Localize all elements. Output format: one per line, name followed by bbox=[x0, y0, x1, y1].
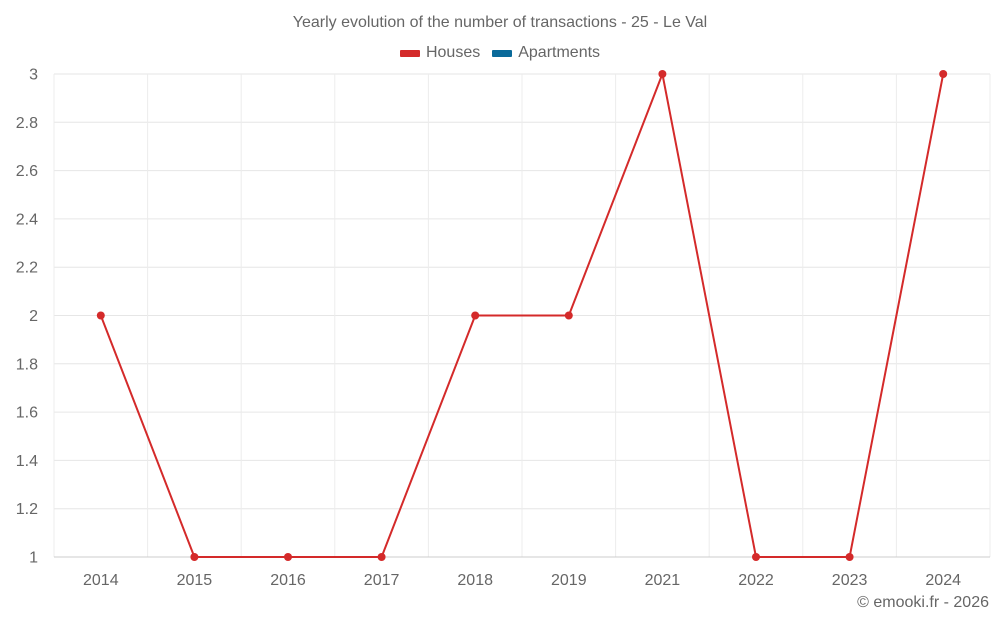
legend-label-apartments: Apartments bbox=[518, 44, 601, 61]
data-point-houses[interactable] bbox=[284, 553, 292, 561]
y-tick-label: 2 bbox=[29, 308, 38, 325]
legend-swatch-apartments bbox=[492, 49, 513, 57]
series-layer bbox=[96, 70, 948, 561]
data-point-houses[interactable] bbox=[471, 311, 480, 320]
y-tick-label: 2.4 bbox=[16, 211, 38, 228]
x-tick-label: 2017 bbox=[364, 572, 400, 589]
legend-swatch-houses bbox=[399, 49, 420, 57]
y-tick-label: 1 bbox=[29, 550, 38, 567]
x-tick-label: 2018 bbox=[457, 572, 493, 589]
y-tick-label: 2.6 bbox=[16, 163, 38, 180]
data-point-houses[interactable] bbox=[845, 553, 854, 561]
x-tick-label: 2022 bbox=[738, 572, 774, 589]
y-tick-label: 1.4 bbox=[16, 453, 38, 470]
data-point-houses[interactable] bbox=[190, 553, 199, 561]
x-tick-label: 2021 bbox=[645, 572, 681, 589]
legend-label-houses: Houses bbox=[425, 44, 481, 61]
legend: Houses Apartments bbox=[0, 44, 1000, 62]
x-tick-label: 2014 bbox=[83, 572, 119, 589]
y-tick-label: 3 bbox=[29, 67, 38, 84]
x-tick-label: 2015 bbox=[177, 572, 213, 589]
data-point-houses[interactable] bbox=[752, 553, 760, 561]
legend-item-apartments[interactable]: Apartments bbox=[492, 44, 600, 62]
y-tick-label: 1.8 bbox=[16, 356, 38, 373]
data-point-houses[interactable] bbox=[939, 70, 948, 78]
series-line-houses bbox=[99, 73, 945, 558]
chart-title: Yearly evolution of the number of transa… bbox=[292, 14, 708, 31]
legend-item-houses[interactable]: Houses bbox=[399, 44, 481, 62]
credits[interactable]: © emooki.fr - 2026 bbox=[857, 594, 989, 611]
data-point-houses[interactable] bbox=[564, 311, 573, 320]
axes: 1 1.2 1.4 1.6 1.8 2 2.2 2.4 2.6 2.8 3 2014 2015 2016 2… bbox=[16, 67, 990, 589]
y-tick-label: 1.6 bbox=[16, 405, 38, 422]
x-tick-label: 2024 bbox=[925, 572, 961, 589]
data-point-houses[interactable] bbox=[658, 70, 667, 78]
x-tick-label: 2023 bbox=[832, 572, 868, 589]
x-tick-label: 2019 bbox=[551, 572, 587, 589]
y-tick-label: 2.8 bbox=[16, 115, 38, 132]
y-tick-label: 2.2 bbox=[16, 260, 38, 277]
y-tick-label: 1.2 bbox=[16, 501, 38, 518]
data-point-houses[interactable] bbox=[377, 553, 386, 561]
x-tick-label: 2016 bbox=[270, 572, 306, 589]
data-point-houses[interactable] bbox=[96, 311, 105, 320]
